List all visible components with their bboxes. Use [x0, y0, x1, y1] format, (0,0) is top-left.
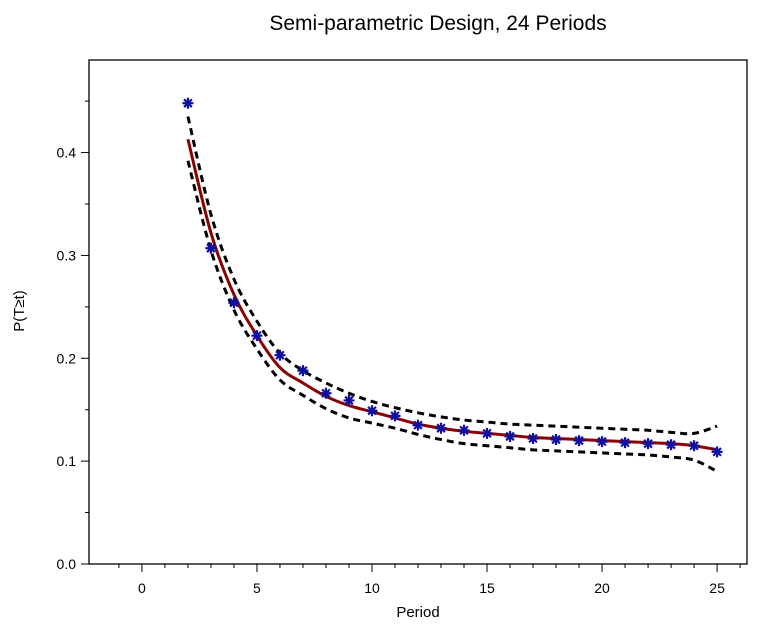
observed-point — [665, 439, 677, 451]
fitted-survival-line — [186, 138, 718, 452]
observed-point — [435, 422, 447, 434]
observed-point — [550, 434, 562, 446]
observed-point — [205, 242, 217, 254]
observed-point — [274, 349, 286, 361]
tick-labels: 0 5 10 15 20 25 0.0 0.1 0.2 0.3 0.4 — [57, 145, 726, 596]
x-tick-label: 25 — [709, 580, 725, 596]
observed-point — [504, 430, 516, 442]
observed-point — [596, 436, 608, 448]
x-tick-label: 20 — [594, 580, 610, 596]
observed-points — [182, 97, 723, 458]
plot-frame — [88, 59, 748, 565]
chart-title: Semi-parametric Design, 24 Periods — [269, 12, 606, 35]
upper-confidence-line — [186, 116, 718, 436]
y-tick-label: 0.2 — [57, 350, 77, 366]
observed-point — [182, 97, 194, 109]
y-tick-label: 0.3 — [57, 247, 77, 263]
observed-point — [251, 330, 263, 342]
axis-ticks — [81, 100, 741, 572]
observed-point — [297, 365, 309, 377]
y-tick-label: 0.0 — [57, 556, 77, 572]
x-tick-label: 5 — [253, 580, 261, 596]
observed-point — [343, 394, 355, 406]
observed-point — [688, 440, 700, 452]
observed-point — [320, 387, 332, 399]
observed-point — [412, 419, 424, 431]
y-axis-label: P(T≥t) — [11, 290, 28, 332]
lower-confidence-line — [186, 160, 718, 473]
observed-point — [527, 433, 539, 445]
x-axis-label: Period — [396, 604, 439, 621]
observed-point — [366, 405, 378, 417]
x-tick-label: 10 — [364, 580, 380, 596]
observed-point — [389, 410, 401, 422]
observed-point — [619, 437, 631, 449]
observed-point — [573, 435, 585, 447]
observed-point — [642, 438, 654, 450]
y-tick-label: 0.1 — [57, 453, 77, 469]
observed-point — [711, 446, 723, 458]
observed-point — [458, 424, 470, 436]
observed-point — [228, 297, 240, 309]
x-tick-label: 0 — [138, 580, 146, 596]
observed-point — [481, 427, 493, 439]
y-tick-label: 0.4 — [57, 145, 77, 161]
x-tick-label: 15 — [479, 580, 495, 596]
